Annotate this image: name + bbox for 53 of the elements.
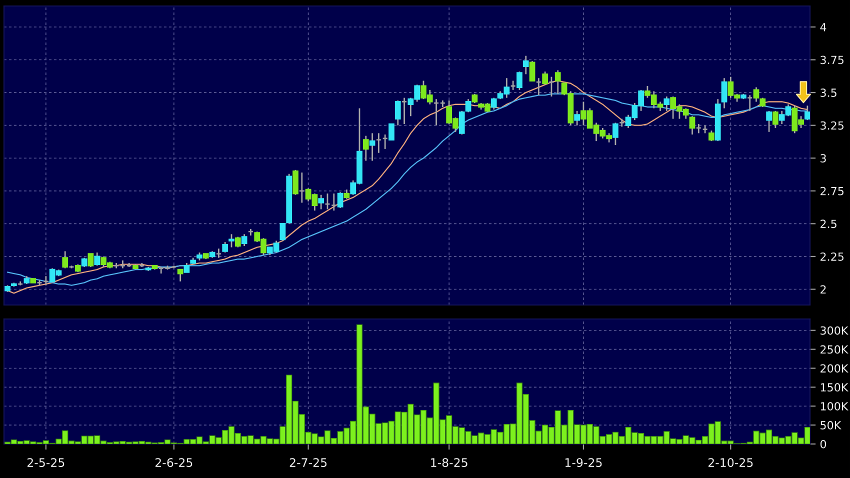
y-tick-label: 2.75 bbox=[820, 186, 844, 196]
y-tick-label: 100K bbox=[820, 402, 848, 410]
x-tick-label: 1-9-25 bbox=[565, 458, 602, 468]
candlestick bbox=[574, 110, 580, 126]
candlestick bbox=[388, 123, 394, 140]
candlestick bbox=[88, 253, 94, 268]
candlestick bbox=[760, 97, 766, 108]
y-tick-label: 3 bbox=[820, 154, 826, 162]
candlestick bbox=[177, 268, 184, 282]
candlestick bbox=[280, 223, 286, 242]
candlestick bbox=[184, 262, 190, 273]
candlestick bbox=[522, 55, 529, 75]
candlestick bbox=[708, 130, 714, 142]
x-tick-label: 1-8-25 bbox=[431, 458, 468, 468]
candlestick bbox=[241, 233, 248, 247]
y-tick-label: 2.5 bbox=[820, 220, 836, 228]
candlestick bbox=[490, 97, 497, 110]
y-tick-label: 150K bbox=[820, 383, 848, 392]
y-tick-label: 250K bbox=[820, 345, 848, 354]
candlestick bbox=[234, 236, 241, 248]
x-tick-label: 2-7-25 bbox=[290, 458, 327, 468]
candlestick bbox=[721, 77, 728, 109]
x-tick-label: 2-6-25 bbox=[155, 458, 192, 468]
y-tick-label: 2 bbox=[820, 285, 826, 294]
y-tick-label: 4 bbox=[820, 23, 826, 32]
y-tick-label: 2.25 bbox=[820, 252, 844, 261]
candlestick bbox=[804, 104, 810, 121]
candlestick bbox=[612, 122, 618, 146]
candlestick bbox=[766, 110, 772, 133]
candlestick bbox=[472, 93, 478, 104]
candlestick bbox=[318, 194, 324, 210]
candlestick bbox=[772, 110, 778, 129]
candlestick bbox=[529, 60, 536, 82]
candlestick bbox=[554, 70, 561, 95]
candlestick bbox=[664, 96, 670, 112]
y-tick-label: 50K bbox=[820, 421, 842, 430]
candlestick bbox=[228, 233, 234, 248]
candlestick bbox=[344, 188, 350, 200]
candlestick bbox=[369, 132, 376, 162]
y-tick-label: 3.25 bbox=[820, 121, 844, 130]
candlestick bbox=[81, 257, 88, 268]
y-tick-label: 3.5 bbox=[820, 88, 836, 97]
x-tick-label: 2-5-25 bbox=[28, 458, 64, 468]
y-tick-label: 3.75 bbox=[820, 56, 844, 64]
candlestick bbox=[362, 135, 369, 162]
y-tick-label: 0 bbox=[820, 440, 826, 448]
candlestick bbox=[94, 252, 100, 266]
candlestick bbox=[465, 98, 472, 113]
candlestick bbox=[222, 241, 228, 254]
y-tick-label: 300K bbox=[820, 326, 848, 335]
y-tick-label: 200K bbox=[820, 364, 848, 373]
x-tick-label: 2-10-25 bbox=[708, 458, 753, 468]
candlestick bbox=[458, 110, 465, 136]
